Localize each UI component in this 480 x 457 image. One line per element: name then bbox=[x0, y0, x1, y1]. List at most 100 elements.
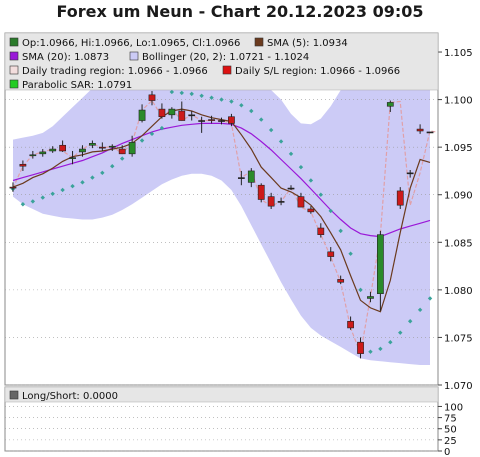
candle-body bbox=[168, 108, 176, 116]
psar-point bbox=[298, 164, 304, 170]
psar-point bbox=[20, 202, 26, 207]
candle bbox=[69, 150, 76, 165]
candle bbox=[386, 100, 394, 112]
lower-y-tick-label: 100 bbox=[444, 402, 463, 413]
candle bbox=[426, 131, 434, 134]
legend-label-ohlc: Op:1.0966, Hi:1.0966, Lo:1.0965, Cl:1.09… bbox=[22, 38, 240, 49]
candle bbox=[416, 124, 424, 134]
candle-body bbox=[128, 142, 136, 155]
y-tick-label: 1.080 bbox=[444, 286, 473, 297]
psar-point bbox=[70, 183, 75, 189]
candle bbox=[237, 170, 245, 186]
y-tick-label: 1.085 bbox=[444, 238, 473, 249]
candle bbox=[9, 182, 17, 192]
y-tick-label: 1.100 bbox=[444, 96, 473, 107]
candle bbox=[29, 150, 37, 159]
candle-body bbox=[237, 177, 245, 179]
candle bbox=[257, 183, 265, 203]
candle bbox=[377, 230, 384, 311]
candle-body bbox=[208, 119, 215, 121]
candle-body bbox=[118, 148, 126, 155]
candle-body bbox=[317, 227, 325, 235]
psar-point bbox=[149, 131, 155, 137]
psar-point bbox=[268, 127, 274, 133]
legend-label-sma5: SMA (5): 1.0934 bbox=[267, 38, 348, 49]
candle-body bbox=[277, 201, 285, 203]
psar-point bbox=[249, 108, 254, 114]
candle-body bbox=[307, 208, 315, 213]
candle bbox=[98, 142, 106, 151]
candle-body bbox=[367, 296, 374, 299]
candle bbox=[89, 140, 96, 149]
psar-point bbox=[427, 296, 433, 301]
candle bbox=[218, 117, 225, 125]
candle bbox=[357, 337, 364, 359]
legend-label-daily-sl: Daily S/L region: 1.0966 - 1.0966 bbox=[235, 66, 400, 77]
y-tick-label: 1.075 bbox=[444, 333, 473, 344]
legend-box bbox=[4, 32, 439, 91]
candle-body bbox=[178, 110, 186, 121]
candle-body bbox=[69, 157, 76, 159]
y-tick-label: 1.090 bbox=[444, 191, 473, 202]
y-tick-label: 1.095 bbox=[444, 143, 473, 154]
legend-item-sma20: SMA (20): 1.0873 bbox=[9, 51, 109, 63]
candle-body bbox=[49, 148, 57, 152]
candle-body bbox=[406, 172, 414, 175]
candle bbox=[79, 145, 86, 157]
psar-point bbox=[90, 175, 95, 180]
psar-point bbox=[328, 208, 333, 214]
psar-point bbox=[239, 103, 244, 108]
psar-point bbox=[159, 125, 165, 131]
candle bbox=[247, 168, 255, 188]
candle-body bbox=[198, 120, 206, 122]
psar-point bbox=[209, 95, 214, 100]
candle-body bbox=[327, 251, 335, 257]
psar-point bbox=[169, 89, 175, 95]
candle-body bbox=[426, 131, 434, 134]
candle-body bbox=[357, 341, 364, 354]
candle-body bbox=[396, 190, 404, 206]
candle bbox=[168, 107, 176, 119]
psar-point bbox=[378, 346, 383, 352]
candle-body bbox=[247, 170, 255, 183]
candle bbox=[337, 275, 345, 285]
psar-point bbox=[80, 180, 85, 185]
candle-body bbox=[39, 151, 47, 155]
candle-body bbox=[188, 114, 196, 117]
candle-body bbox=[257, 184, 265, 200]
psar-point bbox=[199, 93, 204, 98]
candle bbox=[128, 135, 136, 157]
candle bbox=[138, 104, 146, 123]
candle-body bbox=[89, 143, 96, 146]
main-y-axis: 1.105 1.100 1.095 1.090 1.085 1.080 1.075 1.070 bbox=[438, 48, 473, 392]
candle bbox=[59, 140, 66, 152]
candle bbox=[49, 146, 57, 153]
candle bbox=[118, 145, 126, 155]
psar-point bbox=[407, 319, 413, 324]
legend-item-daily-region: Daily trading region: 1.0966 - 1.0966 bbox=[9, 65, 208, 77]
legend-label-daily-region: Daily trading region: 1.0966 - 1.0966 bbox=[22, 66, 208, 77]
candle bbox=[148, 91, 156, 106]
lower-y-tick-label: 50 bbox=[444, 425, 457, 436]
psar-point bbox=[398, 330, 403, 335]
parabolic-sar-points bbox=[10, 89, 433, 354]
candle bbox=[347, 316, 354, 330]
candle-body bbox=[79, 148, 86, 153]
psar-point bbox=[338, 228, 343, 234]
candle-body bbox=[9, 186, 17, 189]
lower-y-tick-label: 0 bbox=[444, 447, 450, 457]
candle bbox=[178, 101, 186, 121]
psar-point bbox=[219, 97, 224, 102]
candlesticks bbox=[9, 91, 434, 359]
candle-body bbox=[218, 120, 225, 122]
legend-item-daily-sl: Daily S/L region: 1.0966 - 1.0966 bbox=[222, 65, 400, 77]
candle-body bbox=[386, 102, 394, 107]
bollinger-band-area bbox=[13, 52, 430, 365]
legend-swatch-long-short bbox=[9, 390, 19, 400]
psar-point bbox=[278, 139, 284, 144]
daily-region-line bbox=[12, 99, 437, 356]
candle bbox=[287, 185, 295, 190]
psar-point bbox=[179, 90, 184, 96]
candle bbox=[39, 149, 47, 157]
